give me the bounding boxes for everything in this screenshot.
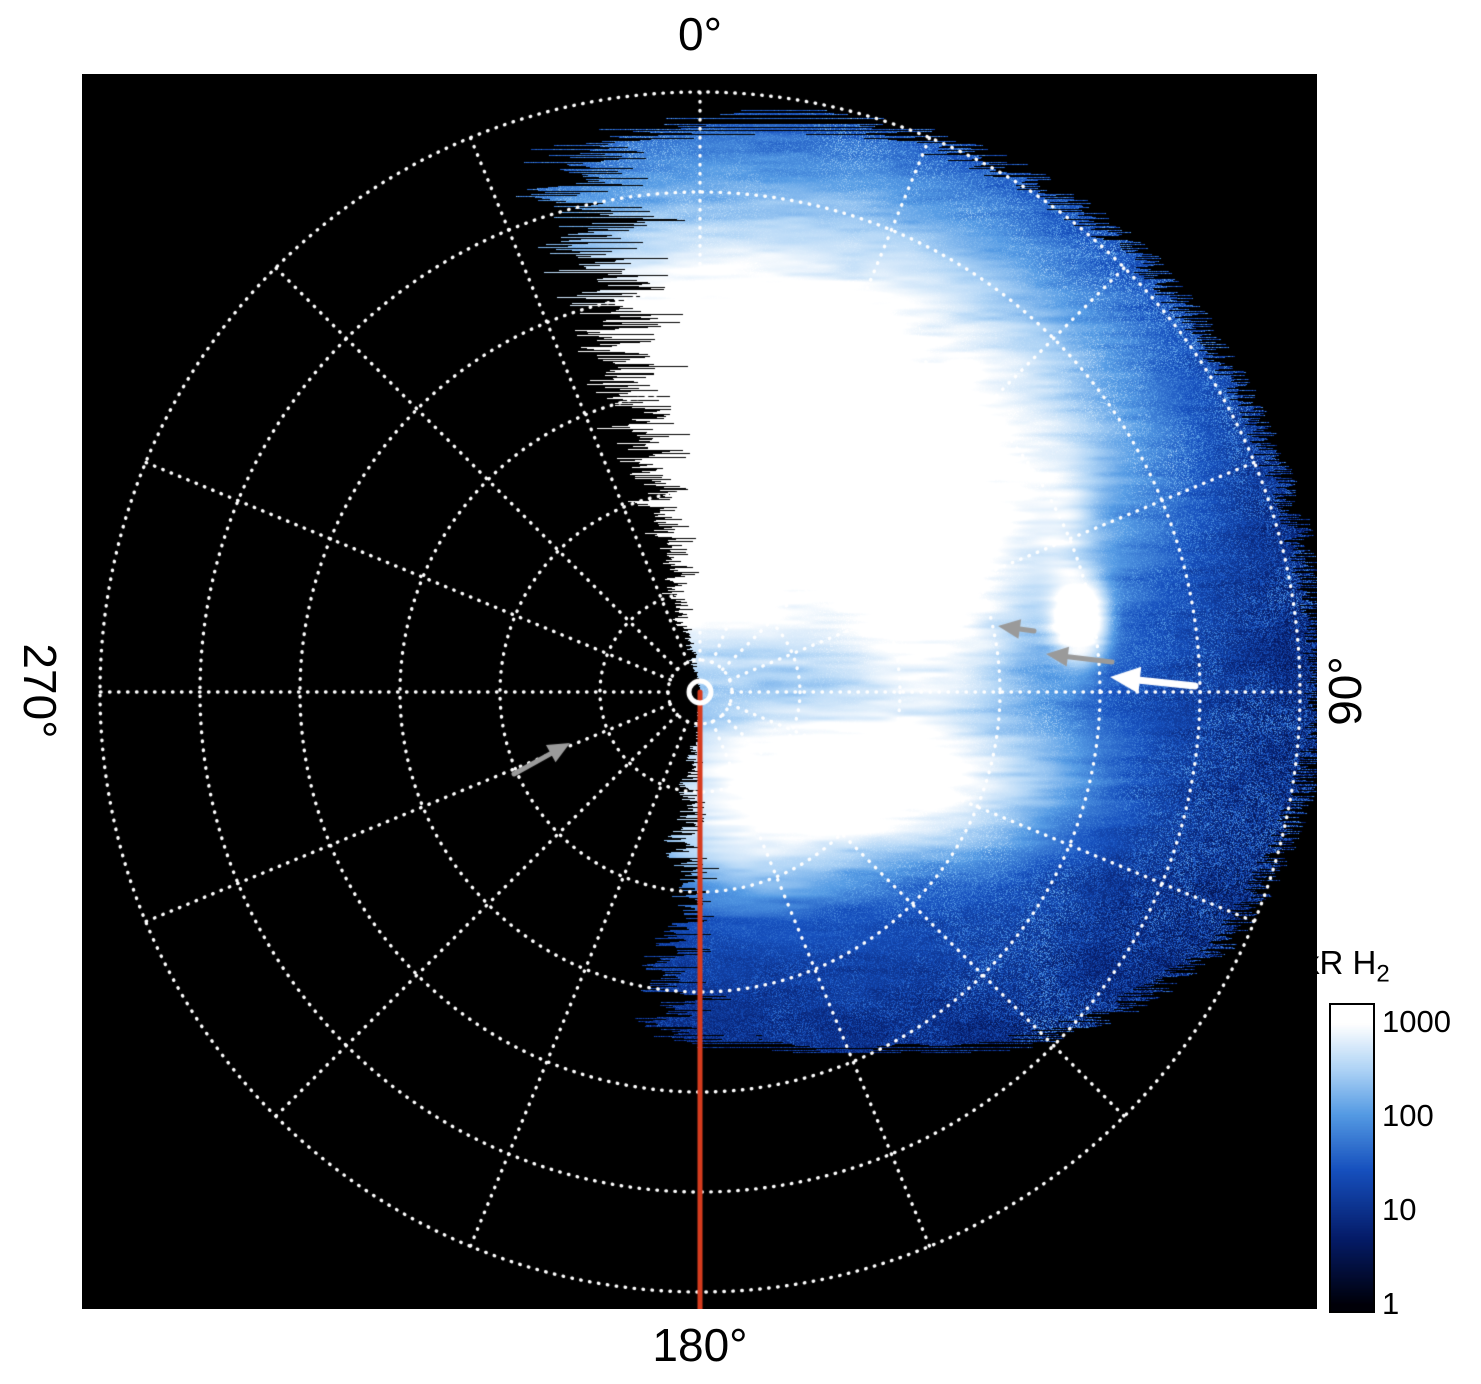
angle-label-90: 90°: [1319, 656, 1371, 726]
angle-label-270: 270°: [14, 643, 66, 739]
colorbar-tick-1: 1: [1382, 1286, 1400, 1322]
colorbar-title-subscript: 2: [1376, 960, 1390, 988]
colorbar-tick-100: 100: [1382, 1097, 1434, 1133]
colorbar-tick-1000: 1000: [1382, 1003, 1451, 1039]
angle-label-180: 180°: [652, 1319, 748, 1371]
angle-label-0: 0°: [678, 8, 722, 60]
colorbar-gradient: [1329, 1003, 1375, 1313]
polar-heatmap-canvas: [82, 74, 1317, 1309]
colorbar-title: kR H2: [1303, 944, 1390, 989]
colorbar-tick-10: 10: [1382, 1192, 1417, 1228]
colorbar-title-text: kR H: [1303, 944, 1377, 981]
